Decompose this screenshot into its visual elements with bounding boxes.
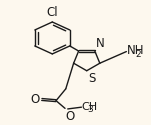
- Text: O: O: [31, 93, 40, 106]
- Text: CH: CH: [82, 102, 98, 112]
- Text: 3: 3: [88, 105, 93, 114]
- Text: Cl: Cl: [47, 6, 58, 19]
- Text: S: S: [88, 72, 95, 85]
- Text: O: O: [65, 110, 75, 122]
- Text: N: N: [96, 37, 104, 50]
- Text: 2: 2: [136, 50, 141, 59]
- Text: NH: NH: [127, 44, 145, 58]
